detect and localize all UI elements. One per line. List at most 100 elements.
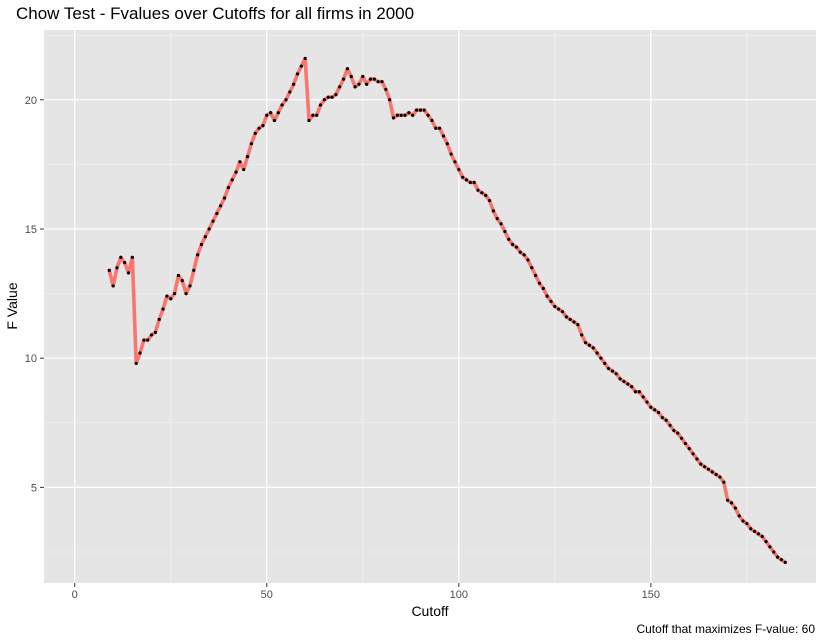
data-point	[545, 294, 549, 298]
data-point	[280, 103, 284, 107]
y-tick-label: 20	[25, 95, 37, 107]
data-point	[295, 72, 300, 76]
data-point	[745, 521, 749, 526]
data-point	[530, 266, 534, 270]
data-point	[165, 294, 169, 298]
data-point	[411, 113, 415, 117]
data-point	[522, 253, 526, 257]
data-point	[365, 82, 369, 86]
data-point	[503, 229, 507, 234]
data-point	[238, 160, 242, 164]
data-point	[457, 167, 461, 172]
data-point	[449, 152, 453, 156]
data-point	[203, 235, 207, 239]
data-point	[764, 540, 768, 544]
data-point	[357, 82, 361, 86]
data-point	[526, 258, 530, 262]
data-point	[326, 95, 330, 99]
data-point	[115, 266, 119, 270]
data-point	[599, 356, 603, 360]
data-point	[353, 85, 357, 89]
data-point	[426, 113, 430, 117]
data-point	[510, 242, 515, 247]
data-point	[752, 529, 757, 533]
data-point	[537, 281, 542, 285]
data-point	[553, 304, 557, 309]
x-axis-label: Cutoff	[411, 603, 448, 619]
data-point	[518, 250, 522, 254]
data-point	[184, 291, 188, 296]
data-point	[706, 467, 711, 471]
chart-title: Chow Test - Fvalues over Cutoffs for all…	[16, 4, 415, 23]
data-point	[622, 379, 626, 384]
data-point	[610, 369, 615, 373]
data-point	[322, 98, 326, 102]
data-point	[679, 436, 684, 440]
data-point	[196, 253, 200, 257]
data-point	[149, 333, 154, 337]
data-point	[480, 191, 484, 195]
x-tick-label: 100	[450, 589, 468, 601]
data-point	[656, 410, 661, 415]
data-point	[211, 219, 215, 223]
data-point	[664, 418, 668, 422]
data-point	[345, 67, 350, 71]
data-point	[188, 284, 192, 288]
data-point	[749, 527, 753, 531]
data-point	[633, 390, 638, 394]
data-point	[222, 196, 227, 200]
data-point	[491, 209, 495, 213]
data-point	[445, 142, 449, 146]
data-point	[292, 82, 296, 86]
data-point	[303, 56, 307, 61]
data-point	[683, 441, 688, 446]
data-point	[430, 118, 434, 123]
y-tick-label: 15	[25, 224, 37, 236]
data-point	[514, 245, 519, 249]
data-point	[269, 111, 273, 115]
data-point	[376, 80, 380, 84]
data-point	[349, 74, 353, 79]
data-point	[499, 222, 503, 226]
data-point	[603, 361, 607, 365]
data-point	[487, 198, 492, 203]
data-point	[276, 111, 280, 115]
data-point	[722, 480, 726, 484]
data-point	[775, 555, 780, 559]
data-point	[557, 307, 561, 311]
data-point	[245, 155, 250, 159]
data-point	[580, 333, 584, 337]
data-point	[660, 416, 664, 420]
data-point	[372, 77, 376, 81]
data-point	[161, 307, 165, 311]
data-point	[576, 322, 580, 327]
data-point	[607, 366, 611, 371]
data-point	[614, 372, 618, 376]
data-point	[126, 271, 131, 275]
data-point	[315, 113, 319, 117]
data-point	[668, 423, 672, 427]
data-point	[299, 64, 303, 68]
data-point	[288, 90, 292, 94]
data-point	[176, 273, 181, 278]
data-point	[272, 118, 277, 123]
data-point	[714, 472, 718, 477]
data-point	[111, 284, 115, 288]
data-point	[718, 475, 722, 479]
data-point	[169, 297, 173, 301]
data-point	[142, 338, 146, 342]
data-point	[199, 242, 204, 247]
y-axis-label: F Value	[4, 282, 20, 329]
data-point	[422, 108, 426, 112]
data-point	[695, 457, 699, 461]
data-point	[653, 408, 657, 412]
data-point	[464, 178, 469, 182]
data-point	[583, 341, 588, 345]
data-point	[703, 465, 707, 469]
plot-panel	[44, 30, 816, 583]
data-point	[783, 560, 787, 564]
data-point	[737, 514, 741, 518]
data-point	[549, 299, 553, 303]
data-point	[234, 170, 238, 174]
data-point	[207, 227, 211, 231]
